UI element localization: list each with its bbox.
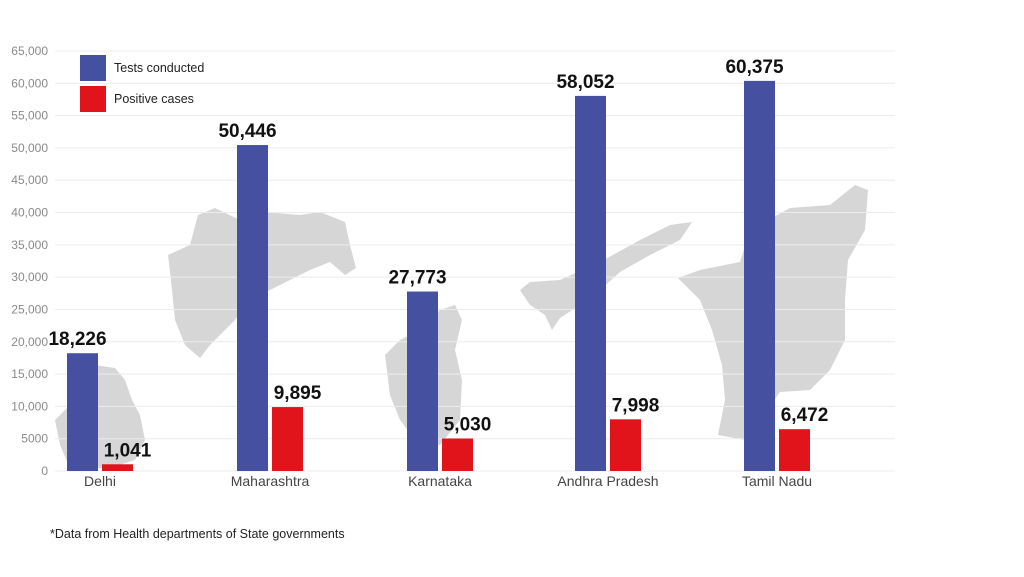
bars [67, 80, 810, 471]
positive-bar-maharashtra [272, 407, 303, 471]
y-tick-label: 30,000 [11, 270, 48, 284]
tests-bar-maharashtra [237, 145, 268, 471]
y-tick-label: 40,000 [11, 206, 48, 220]
legend-swatch [80, 86, 106, 112]
y-tick-label: 50,000 [11, 141, 48, 155]
y-axis-ticks: 0 5000 10,000 15,000 20,000 25,000 30,000 35,00… [11, 44, 48, 478]
positive-bar-karnataka [442, 438, 473, 471]
tests-bar-delhi [67, 353, 98, 471]
y-tick-label: 10,000 [11, 399, 48, 413]
positive-value-label: 9,895 [274, 383, 322, 404]
category-label: Karnataka [408, 473, 472, 489]
tests-bar-karnataka [407, 291, 438, 471]
footnote: *Data from Health departments of State g… [50, 527, 345, 541]
tests-value-label: 58,052 [556, 72, 614, 93]
positive-value-label: 1,041 [104, 440, 152, 461]
positive-bar-andhra-pradesh [610, 419, 641, 471]
tests-bar-tamil-nadu [744, 80, 775, 471]
legend-label: Positive cases [114, 92, 194, 106]
y-tick-label: 20,000 [11, 335, 48, 349]
y-tick-label: 35,000 [11, 238, 48, 252]
tests-value-label: 60,375 [725, 57, 784, 78]
tests-value-label: 50,446 [218, 121, 276, 142]
category-label: Maharashtra [231, 473, 310, 489]
tests-bar-andhra-pradesh [575, 95, 606, 471]
y-tick-label: 0 [41, 464, 48, 478]
legend: Tests conducted Positive cases [80, 55, 204, 112]
positive-bar-tamil-nadu [779, 429, 810, 471]
y-tick-label: 45,000 [11, 173, 48, 187]
legend-label: Tests conducted [114, 61, 204, 75]
positive-value-label: 6,472 [781, 405, 829, 426]
tests-value-label: 18,226 [48, 329, 106, 350]
y-tick-label: 65,000 [11, 44, 48, 58]
y-tick-label: 25,000 [11, 302, 48, 316]
value-labels: 18,226 1,041 50,446 9,895 27,773 5,030 58,052 7… [48, 57, 828, 461]
y-tick-label: 5000 [21, 432, 48, 446]
category-label: Tamil Nadu [742, 473, 812, 489]
legend-swatch [80, 55, 106, 81]
category-label: Andhra Pradesh [557, 473, 658, 489]
category-labels: Delhi Maharashtra Karnataka Andhra Pradesh T… [84, 473, 812, 489]
positive-bar-delhi [102, 464, 133, 471]
positive-value-label: 5,030 [444, 414, 492, 435]
y-tick-label: 15,000 [11, 367, 48, 381]
positive-value-label: 7,998 [612, 395, 660, 416]
tests-value-label: 27,773 [388, 268, 446, 289]
y-tick-label: 60,000 [11, 76, 48, 90]
category-label: Delhi [84, 473, 116, 489]
y-tick-label: 55,000 [11, 109, 48, 123]
